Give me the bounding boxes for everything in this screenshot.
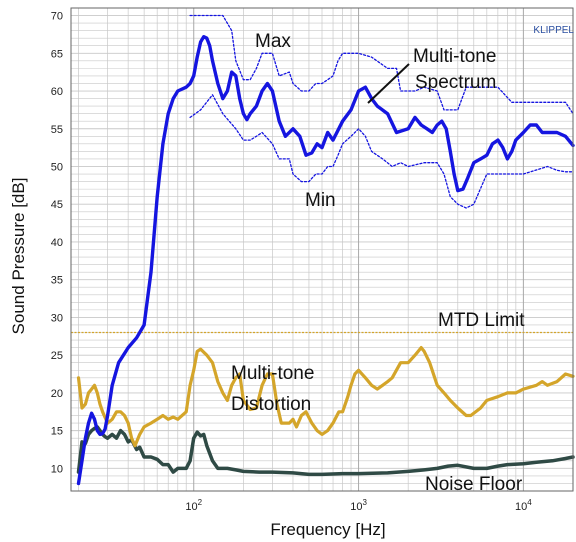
- y-tick-label: 70: [51, 11, 63, 23]
- annotation-spectrum-line1: Multi-tone: [413, 46, 496, 67]
- y-axis-ticks: 10 15 20 25 30 35 40 45 50 55 60 65 70: [51, 11, 63, 476]
- grid: [71, 7, 574, 492]
- annotation-noise-floor: Noise Floor: [425, 474, 523, 495]
- annotation-spectrum-line2: Spectrum: [415, 72, 496, 93]
- x-tick-label: 104: [515, 498, 532, 513]
- y-tick-label: 50: [51, 161, 63, 173]
- x-tick-label: 102: [185, 498, 202, 513]
- klippel-brand: KLIPPEL: [533, 25, 574, 36]
- min-series: [189, 94, 574, 209]
- annotation-spectrum-arrow: [367, 63, 410, 104]
- plot-frame: [70, 7, 574, 492]
- x-axis-label: Frequency [Hz]: [270, 520, 385, 539]
- distortion-series: [76, 346, 575, 448]
- y-tick-label: 65: [51, 48, 63, 60]
- annotation-min: Min: [305, 190, 336, 211]
- x-axis-ticks: 102 103 104: [185, 498, 532, 513]
- curves: [76, 14, 575, 486]
- annotation-mtd-limit: MTD Limit: [438, 310, 525, 331]
- y-tick-label: 30: [51, 312, 63, 324]
- annotation-max: Max: [255, 31, 291, 52]
- y-tick-label: 60: [51, 86, 63, 98]
- spectrum-series: [76, 35, 575, 486]
- noise-floor-series: [76, 425, 575, 477]
- y-tick-label: 20: [51, 388, 63, 400]
- y-tick-label: 10: [51, 463, 63, 475]
- annotation-distortion-line2: Distortion: [231, 394, 311, 415]
- y-tick-label: 40: [51, 237, 63, 249]
- y-tick-label: 45: [51, 199, 63, 211]
- y-tick-label: 25: [51, 350, 63, 362]
- max-series: [189, 14, 574, 115]
- y-tick-label: 35: [51, 275, 63, 287]
- x-tick-label: 103: [350, 498, 367, 513]
- y-tick-label: 55: [51, 124, 63, 136]
- y-axis-label: Sound Pressure [dB]: [9, 178, 28, 335]
- annotation-distortion-line1: Multi-tone: [231, 363, 314, 384]
- y-tick-label: 15: [51, 426, 63, 438]
